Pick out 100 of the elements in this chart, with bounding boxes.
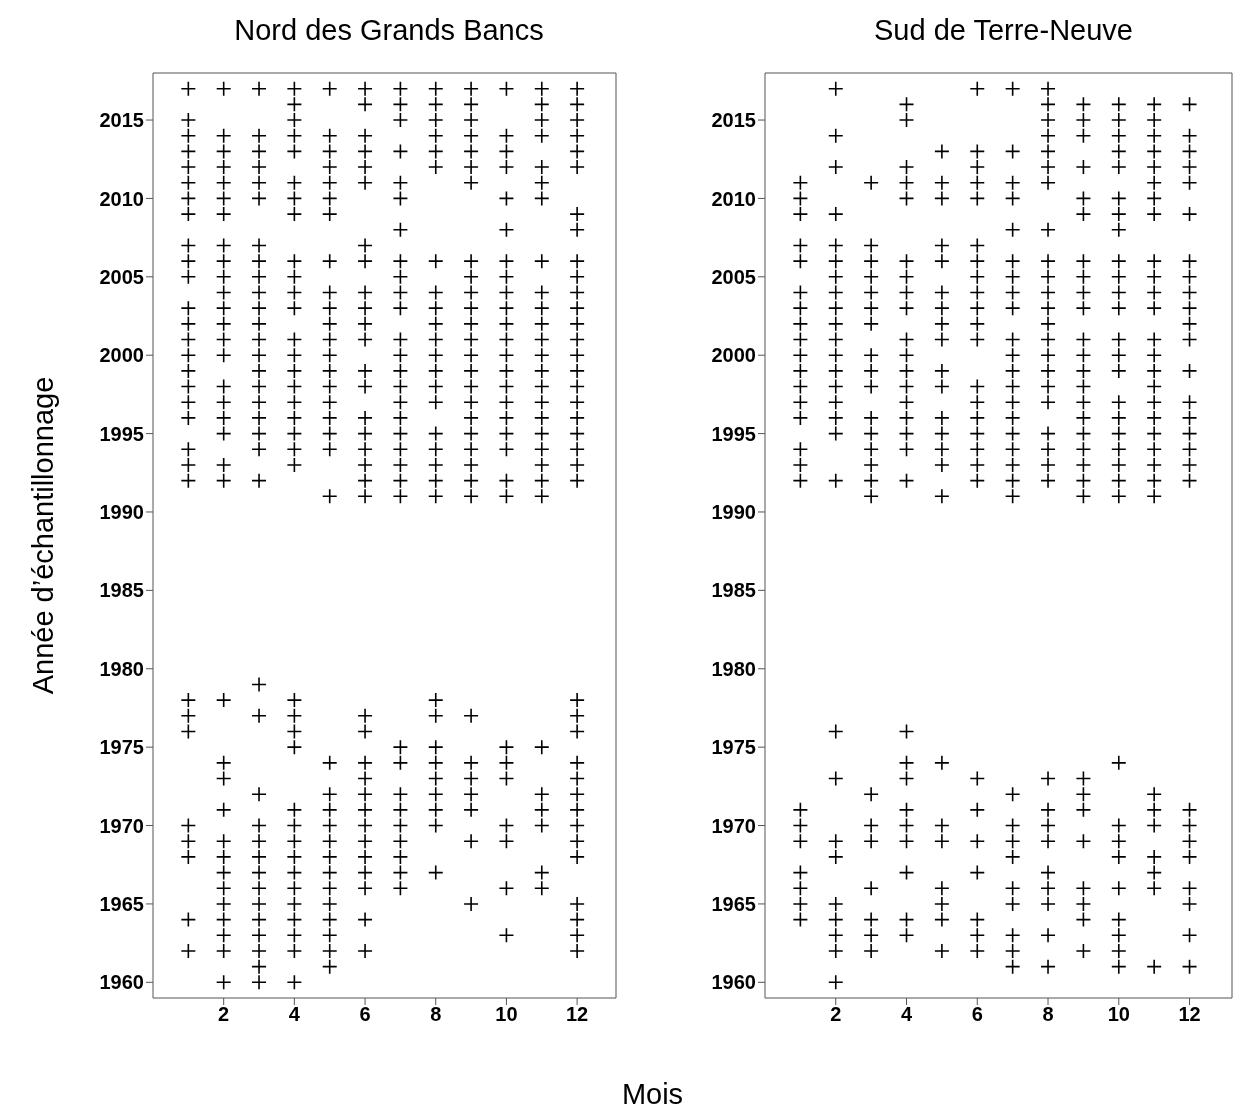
point bbox=[215, 394, 232, 411]
point bbox=[569, 300, 585, 316]
point bbox=[934, 441, 950, 458]
point bbox=[1075, 425, 1092, 442]
point bbox=[934, 457, 950, 473]
point bbox=[827, 911, 844, 928]
point bbox=[286, 112, 303, 128]
x-tick-label: 12 bbox=[566, 1003, 589, 1026]
point bbox=[286, 425, 303, 442]
point bbox=[533, 253, 550, 269]
y-tick-label: 2015 bbox=[711, 109, 756, 132]
point bbox=[1075, 253, 1092, 269]
point bbox=[863, 943, 879, 959]
point bbox=[569, 943, 585, 959]
point bbox=[463, 425, 479, 442]
x-tick-label: 4 bbox=[288, 1003, 301, 1026]
point bbox=[1110, 755, 1127, 771]
point bbox=[180, 723, 197, 740]
point bbox=[286, 723, 303, 740]
point bbox=[357, 127, 373, 144]
point bbox=[898, 253, 915, 269]
point bbox=[1004, 958, 1021, 975]
point bbox=[392, 112, 409, 128]
point bbox=[392, 488, 409, 505]
point bbox=[934, 425, 950, 442]
point bbox=[286, 190, 303, 207]
point bbox=[1181, 159, 1198, 175]
y-tick-label: 1960 bbox=[711, 971, 756, 994]
x-tick-label: 2 bbox=[830, 1003, 842, 1026]
point bbox=[498, 159, 515, 175]
point bbox=[792, 363, 809, 379]
point bbox=[392, 269, 409, 285]
point bbox=[180, 692, 197, 708]
y-tick-label: 1990 bbox=[711, 501, 756, 524]
point bbox=[321, 802, 338, 818]
point bbox=[533, 739, 550, 755]
point bbox=[533, 300, 550, 316]
point bbox=[1075, 457, 1092, 473]
y-tick-label: 1975 bbox=[99, 736, 144, 759]
point bbox=[463, 143, 479, 160]
point bbox=[969, 441, 986, 458]
point bbox=[569, 817, 585, 834]
point bbox=[1075, 112, 1092, 128]
point bbox=[1040, 457, 1056, 473]
point bbox=[215, 896, 232, 912]
point bbox=[251, 300, 267, 316]
y-tick-label: 1970 bbox=[711, 814, 756, 837]
point bbox=[1181, 300, 1198, 316]
point bbox=[427, 425, 444, 442]
x-tick-label: 10 bbox=[1107, 1003, 1130, 1026]
point bbox=[863, 300, 879, 316]
point bbox=[1004, 80, 1021, 97]
point bbox=[357, 253, 373, 269]
point bbox=[1040, 347, 1056, 363]
point bbox=[1146, 206, 1162, 222]
point bbox=[863, 269, 879, 285]
point bbox=[498, 817, 515, 834]
point bbox=[1110, 190, 1127, 207]
point bbox=[934, 190, 950, 207]
point bbox=[286, 974, 303, 991]
point bbox=[569, 849, 585, 865]
point bbox=[898, 927, 915, 944]
point bbox=[898, 817, 915, 834]
point bbox=[1004, 269, 1021, 285]
point bbox=[969, 253, 986, 269]
point bbox=[898, 331, 915, 348]
point bbox=[392, 457, 409, 473]
point bbox=[180, 174, 197, 191]
point bbox=[1004, 300, 1021, 316]
point bbox=[969, 943, 986, 959]
point bbox=[1146, 253, 1162, 269]
point bbox=[215, 206, 232, 222]
point bbox=[286, 927, 303, 944]
point bbox=[251, 378, 267, 395]
point bbox=[898, 112, 915, 128]
point bbox=[863, 488, 879, 505]
point bbox=[392, 284, 409, 301]
point bbox=[934, 488, 950, 505]
point bbox=[1110, 472, 1127, 489]
point bbox=[898, 300, 915, 316]
point bbox=[569, 692, 585, 708]
point bbox=[392, 221, 409, 238]
point bbox=[1146, 849, 1162, 865]
point bbox=[357, 488, 373, 505]
point bbox=[792, 253, 809, 269]
point bbox=[215, 284, 232, 301]
point bbox=[498, 833, 515, 850]
point bbox=[286, 378, 303, 395]
point bbox=[569, 833, 585, 850]
point bbox=[792, 441, 809, 458]
point bbox=[215, 692, 232, 708]
point bbox=[251, 676, 267, 693]
point bbox=[180, 472, 197, 489]
point bbox=[1181, 425, 1198, 442]
point bbox=[392, 253, 409, 269]
point bbox=[180, 410, 197, 426]
point bbox=[1040, 316, 1056, 332]
point bbox=[792, 833, 809, 850]
point bbox=[427, 363, 444, 379]
point bbox=[215, 300, 232, 316]
